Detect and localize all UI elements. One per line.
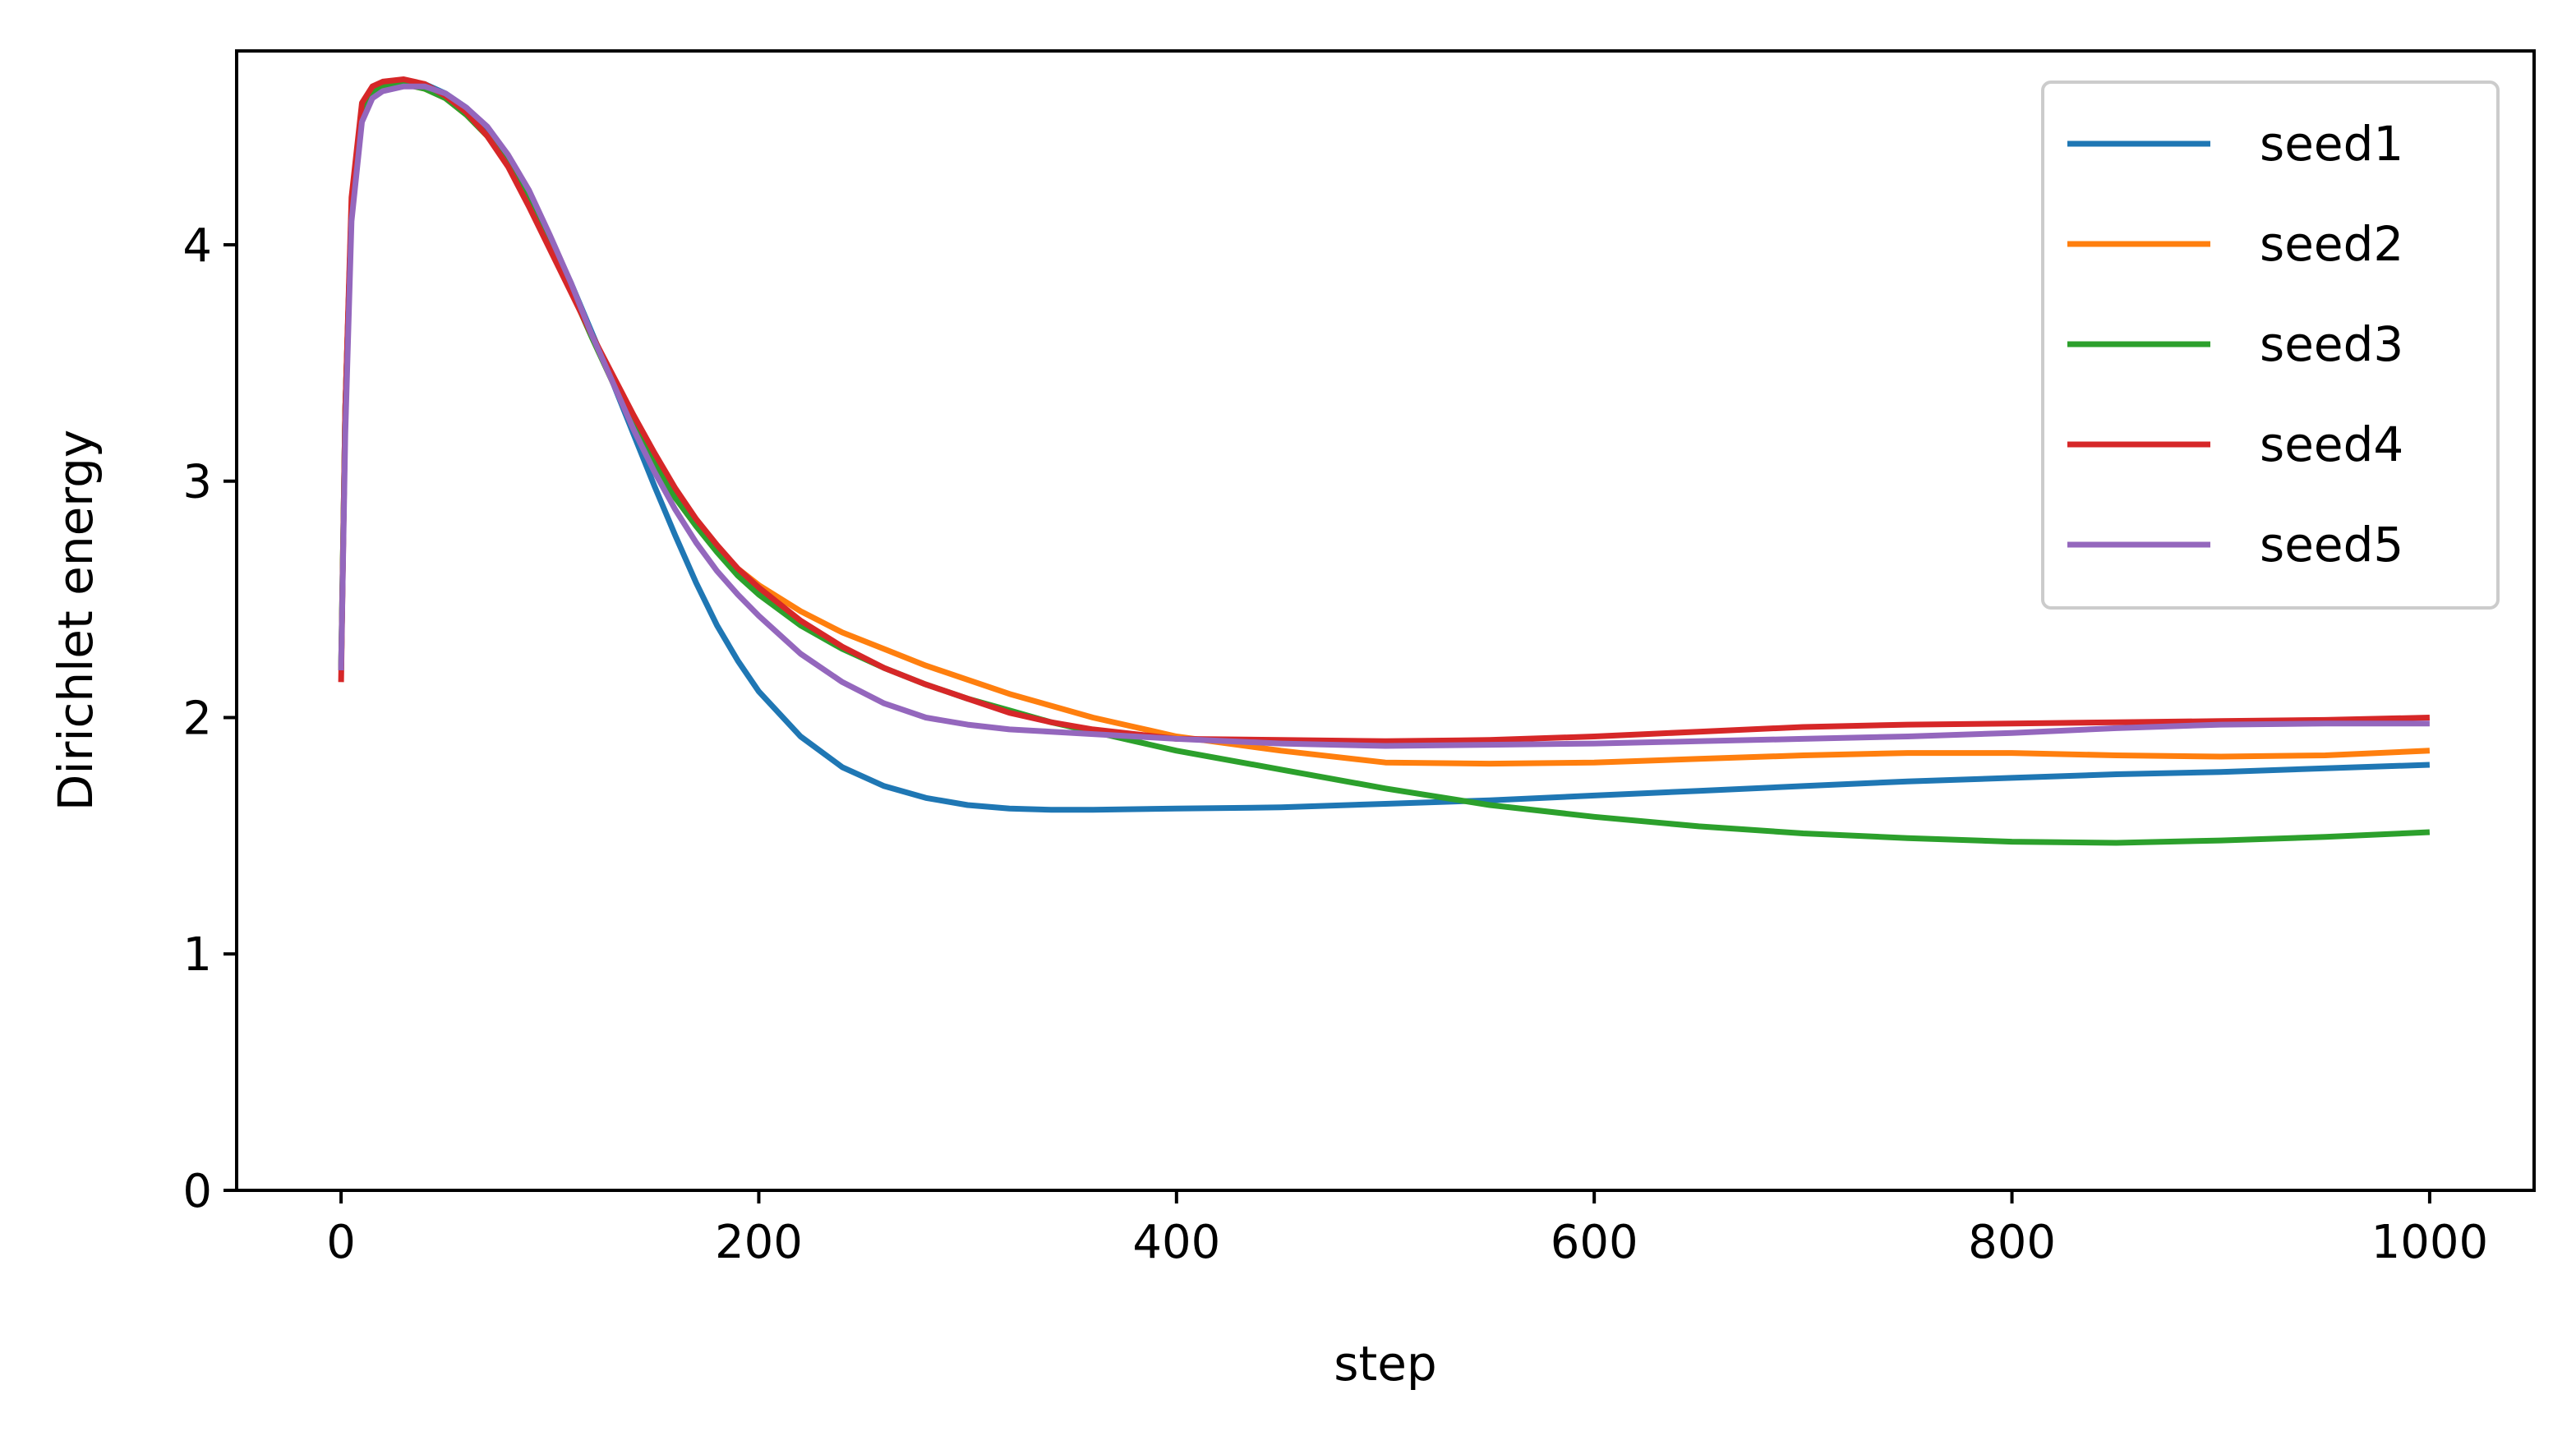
x-tick-label: 0	[326, 1216, 356, 1269]
legend: seed1 seed2 seed3 seed4 seed5	[2041, 81, 2500, 610]
y-axis-ticks: 0 1 2 3 4	[182, 219, 237, 1218]
legend-box	[2041, 81, 2500, 610]
y-tick-label: 2	[182, 692, 212, 745]
x-tick-label: 600	[1551, 1216, 1638, 1269]
series-line-seed3	[338, 81, 2431, 846]
y-tick-label: 4	[182, 219, 212, 273]
y-axis-label: Dirichlet energy	[48, 430, 104, 811]
plot-frame	[235, 49, 2536, 1192]
series-layer	[338, 76, 2431, 846]
x-tick-label: 800	[1968, 1216, 2056, 1269]
series-line-seed5	[338, 83, 2430, 749]
legend-label-seed2: seed2	[2260, 216, 2403, 272]
legend-label-seed4: seed4	[2260, 416, 2403, 472]
y-tick-label: 3	[182, 456, 212, 509]
legend-label-seed3: seed3	[2260, 316, 2403, 372]
y-tick-label: 1	[182, 928, 212, 982]
x-tick-label: 400	[1132, 1216, 1220, 1269]
y-tick-label: 0	[182, 1165, 212, 1218]
legend-label-seed5: seed5	[2260, 517, 2403, 573]
x-axis-label: step	[1334, 1336, 1436, 1392]
x-axis-ticks: 0 200 400 600 800 1000	[326, 1190, 2488, 1269]
x-tick-label: 200	[715, 1216, 803, 1269]
legend-label-seed1: seed1	[2260, 116, 2403, 172]
x-tick-label: 1000	[2371, 1216, 2489, 1269]
